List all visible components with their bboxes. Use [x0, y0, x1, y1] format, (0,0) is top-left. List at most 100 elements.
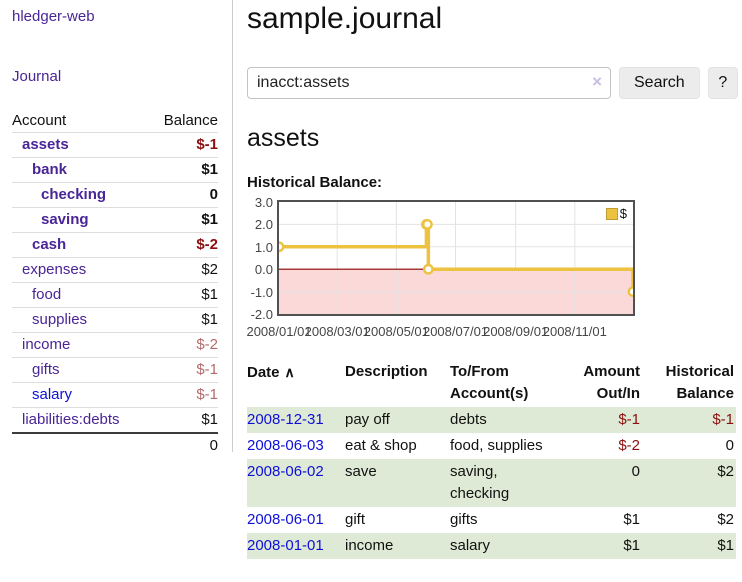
- register-table: Date ∧ Description To/From Account(s) Amo…: [247, 359, 736, 559]
- transaction-description: pay off: [345, 411, 390, 428]
- chart-title: Historical Balance:: [247, 174, 383, 191]
- transaction-balance: $2: [717, 511, 734, 528]
- account-row: gifts $-1: [12, 358, 218, 383]
- account-balance: $-2: [196, 236, 218, 253]
- transaction-description: gift: [345, 511, 366, 528]
- account-link-supplies[interactable]: supplies: [32, 311, 88, 328]
- sidebar-item-journal[interactable]: Journal: [12, 68, 62, 85]
- transaction-description: eat & shop: [345, 437, 417, 454]
- accounts-total-row: 0: [12, 433, 218, 458]
- register-header-row: Date ∧ Description To/From Account(s) Amo…: [247, 359, 736, 407]
- x-axis-tick-label: 2008/01/01: [246, 324, 312, 339]
- account-heading: assets: [247, 124, 320, 152]
- account-link-cash[interactable]: cash: [32, 236, 67, 253]
- main-content: sample.journal × Search ? assets Histori…: [246, 0, 738, 559]
- clear-search-icon[interactable]: ×: [592, 72, 602, 91]
- accounts-total-value: 0: [209, 437, 218, 454]
- account-balance: $1: [201, 311, 218, 328]
- register-row: 2008-12-31 pay off debts $-1 $-1: [247, 407, 736, 433]
- account-balance: $-2: [196, 336, 218, 353]
- transaction-date-link[interactable]: 2008-01-01: [247, 537, 324, 554]
- transaction-balance: $1: [717, 537, 734, 554]
- y-axis-tick-label: 0.0: [254, 262, 273, 278]
- sidebar: hledger-web Journal Account Balance asse…: [0, 0, 233, 454]
- register-header-amount: Amount Out/In: [583, 363, 640, 402]
- search-input[interactable]: [247, 67, 611, 99]
- transaction-date-link[interactable]: 2008-06-01: [247, 511, 324, 528]
- y-axis-tick-label: 2.0: [254, 217, 273, 233]
- x-axis-tick-label: 2008/09/01: [483, 324, 549, 339]
- account-row: income $-2: [12, 333, 218, 358]
- account-balance: $1: [201, 411, 218, 428]
- register-header-accounts: To/From Account(s): [450, 363, 529, 402]
- transaction-accounts: saving, checking: [450, 463, 510, 502]
- register-header-date[interactable]: Date ∧: [247, 364, 295, 381]
- account-row: salary $-1: [12, 383, 218, 408]
- account-row: cash $-2: [12, 233, 218, 258]
- account-link-salary[interactable]: salary: [32, 386, 73, 403]
- transaction-amount: $-1: [618, 411, 640, 428]
- x-axis-tick-label: 2008/07/01: [422, 324, 489, 339]
- account-row: saving $1: [12, 208, 218, 233]
- account-row: checking 0: [12, 183, 218, 208]
- search-bar: × Search ?: [247, 67, 738, 99]
- register-row: 2008-01-01 income salary $1 $1: [247, 533, 736, 559]
- accounts-table-header: Account Balance: [12, 109, 218, 133]
- account-row: bank $1: [12, 158, 218, 183]
- account-row: expenses $2: [12, 258, 218, 283]
- chart-legend: $: [603, 205, 629, 222]
- y-axis-tick-label: 1.0: [254, 239, 273, 255]
- transaction-date-link[interactable]: 2008-06-02: [247, 463, 324, 480]
- transaction-description: income: [345, 537, 394, 554]
- chart-plot-area: $: [277, 200, 635, 316]
- account-balance: $-1: [196, 386, 218, 403]
- legend-label: $: [619, 206, 627, 221]
- account-row: supplies $1: [12, 308, 218, 333]
- search-help-button[interactable]: ?: [707, 67, 738, 99]
- account-balance: $1: [201, 286, 218, 303]
- app-brand-link[interactable]: hledger-web: [12, 8, 95, 25]
- account-link-income[interactable]: income: [22, 336, 71, 353]
- sort-ascending-icon: ∧: [284, 364, 295, 380]
- register-header-balance: Historical Balance: [665, 363, 734, 402]
- transaction-accounts: food, supplies: [450, 437, 543, 454]
- account-balance: $1: [201, 161, 218, 178]
- transaction-balance: $2: [717, 463, 734, 480]
- account-link-bank[interactable]: bank: [32, 161, 68, 178]
- transaction-date-link[interactable]: 2008-12-31: [247, 411, 324, 428]
- account-balance: $2: [201, 261, 218, 278]
- search-button[interactable]: Search: [619, 67, 700, 99]
- account-row: food $1: [12, 283, 218, 308]
- account-row: assets $-1: [12, 133, 218, 158]
- accounts-header-balance: Balance: [163, 112, 218, 129]
- account-balance: $-1: [196, 361, 218, 378]
- chart-canvas: [279, 202, 633, 314]
- transaction-balance: $-1: [712, 411, 734, 428]
- transaction-accounts: salary: [450, 537, 491, 554]
- account-link-saving[interactable]: saving: [41, 211, 89, 228]
- transaction-amount: 0: [631, 463, 640, 480]
- accounts-table: Account Balance assets $-1 bank $1 check…: [12, 109, 218, 458]
- x-axis-tick-label: 2008/03/01: [304, 324, 370, 339]
- historical-balance-chart: $ 3.0 2.0 1.0 0.0 -1.0 -2.0 2008/01/01 2008/03/…: [246, 196, 738, 342]
- register-row: 2008-06-03 eat & shop food, supplies $-2…: [247, 433, 736, 459]
- register-header-description: Description: [345, 363, 428, 380]
- account-link-assets[interactable]: assets: [22, 136, 69, 153]
- transaction-amount: $1: [623, 537, 640, 554]
- register-row: 2008-06-01 gift gifts $1 $2: [247, 507, 736, 533]
- account-link-gifts[interactable]: gifts: [32, 361, 60, 378]
- x-axis-tick-label: 2008/11/01: [542, 324, 607, 339]
- account-link-expenses[interactable]: expenses: [22, 261, 87, 278]
- account-balance: $1: [201, 211, 218, 228]
- account-link-checking[interactable]: checking: [41, 186, 107, 203]
- account-link-food[interactable]: food: [32, 286, 62, 303]
- account-row: liabilities:debts $1: [12, 408, 218, 434]
- transaction-date-link[interactable]: 2008-06-03: [247, 437, 324, 454]
- y-axis-tick-label: -1.0: [250, 284, 273, 300]
- account-balance: 0: [209, 186, 218, 203]
- transaction-description: save: [345, 463, 377, 480]
- transaction-accounts: gifts: [450, 511, 478, 528]
- account-balance: $-1: [196, 136, 218, 153]
- legend-swatch-icon: [605, 207, 618, 220]
- account-link-liabilities-debts[interactable]: liabilities:debts: [22, 411, 120, 428]
